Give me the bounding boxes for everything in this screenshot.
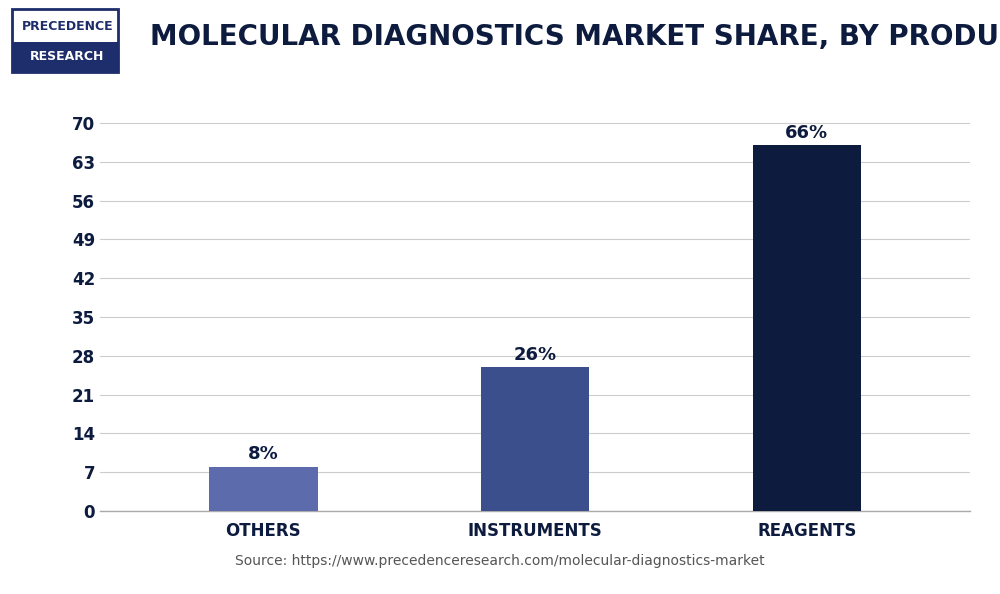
Bar bbox=[753, 146, 861, 511]
Bar bbox=[481, 367, 589, 511]
Text: 8%: 8% bbox=[248, 446, 278, 463]
Text: 66%: 66% bbox=[785, 124, 828, 142]
Text: 26%: 26% bbox=[513, 346, 557, 364]
Text: Source: https://www.precedenceresearch.com/molecular-diagnostics-market: Source: https://www.precedenceresearch.c… bbox=[235, 554, 765, 568]
Text: PRECEDENCE: PRECEDENCE bbox=[22, 20, 113, 33]
Bar bbox=[209, 466, 318, 511]
Text: MOLECULAR DIAGNOSTICS MARKET SHARE, BY PRODUCT, 2023 (%): MOLECULAR DIAGNOSTICS MARKET SHARE, BY P… bbox=[150, 23, 1000, 51]
Bar bbox=[12, 42, 118, 71]
Text: RESEARCH: RESEARCH bbox=[30, 50, 105, 64]
